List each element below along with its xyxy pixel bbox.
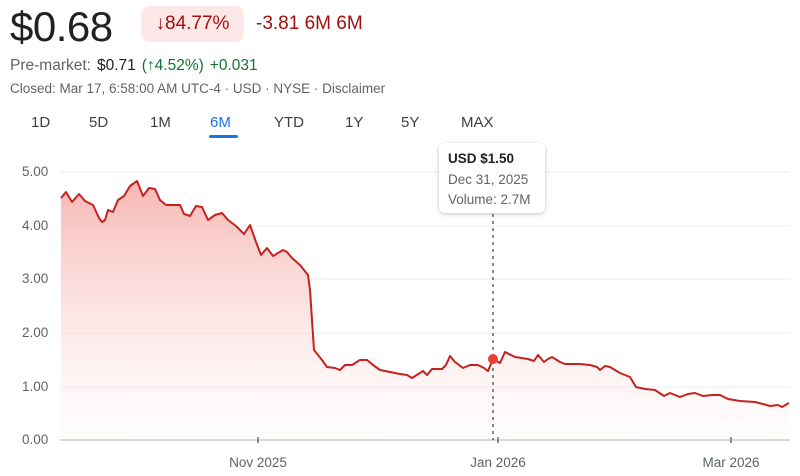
arrow-down-icon: ↓ [155, 13, 166, 34]
tab-1y[interactable]: 1Y [345, 114, 364, 131]
active-tab-underline [209, 135, 238, 138]
tab-ytd[interactable]: YTD [274, 114, 304, 131]
change-text: -3.81 6M 6M [256, 13, 363, 34]
tab-5d[interactable]: 5D [89, 114, 109, 131]
x-tick-jan-2026: Jan 2026 [470, 455, 526, 470]
premarket-abs-change: +0.031 [209, 57, 258, 74]
tab-max[interactable]: MAX [461, 114, 494, 131]
premarket-price: $0.71 [96, 57, 136, 74]
premarket-row: Pre-market: $0.71 (↑4.52%) +0.031 [10, 56, 258, 76]
change-percent: 84.77% [165, 13, 230, 34]
x-tick-mar-2026: Mar 2026 [702, 455, 760, 470]
y-tick-4: 4.00 [22, 218, 49, 233]
tab-1m[interactable]: 1M [150, 114, 171, 131]
tab-5y[interactable]: 5Y [401, 114, 420, 131]
x-tick-nov-2025: Nov 2025 [229, 455, 287, 470]
y-tick-3: 3.00 [22, 271, 49, 286]
tab-6m[interactable]: 6M [210, 114, 231, 131]
area-fill [61, 181, 789, 440]
change-badge: ↓84.77% [141, 6, 244, 42]
y-tick-1: 1.00 [22, 379, 49, 394]
price-line [60, 180, 790, 408]
hover-point [488, 354, 498, 364]
tooltip-price: USD $1.50 [448, 151, 515, 166]
y-tick-0: 0.00 [22, 432, 49, 447]
current-price: $0.68 [10, 3, 113, 50]
y-tick-5: 5.00 [22, 164, 49, 179]
tooltip-date: Dec 31, 2025 [448, 172, 529, 187]
tooltip-volume: Volume: 2.7M [448, 192, 531, 207]
premarket-percent: (↑4.52%) [141, 57, 204, 74]
tab-1d[interactable]: 1D [31, 114, 51, 131]
closed-info: Closed: Mar 17, 6:58:00 AM UTC-4 · USD ·… [10, 81, 386, 96]
hover-tooltip: USD $1.50 Dec 31, 2025 Volume: 2.7M [439, 143, 545, 213]
y-tick-2: 2.00 [22, 325, 49, 340]
premarket-label: Pre-market: [10, 57, 91, 74]
